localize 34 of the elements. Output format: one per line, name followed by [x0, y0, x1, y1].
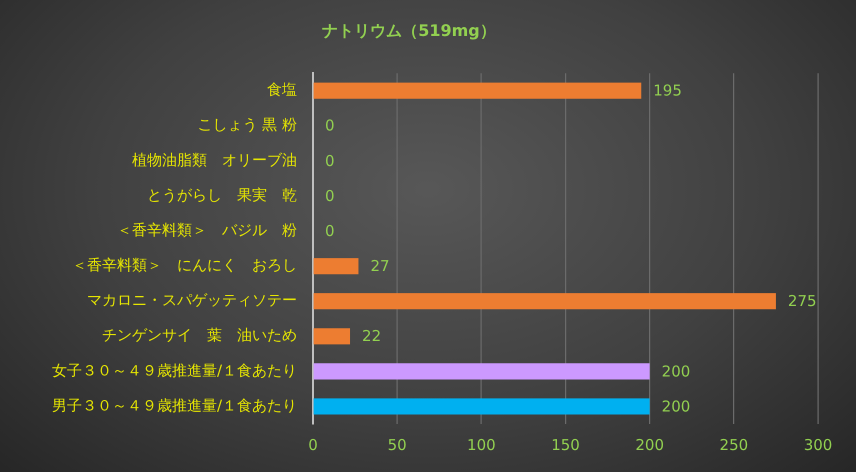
data-label: 27: [370, 257, 390, 276]
data-label: 0: [325, 152, 335, 170]
bar: [314, 82, 642, 99]
data-label: 0: [325, 116, 335, 135]
y-tick-label: 植物油脂類 オリーブ油: [132, 150, 297, 169]
bar: [314, 258, 358, 274]
x-tick-label: 200: [635, 436, 664, 454]
y-tick-label: とうがらし 果実 乾: [147, 186, 297, 204]
data-label: 195: [653, 82, 682, 100]
data-label: 0: [325, 186, 335, 205]
x-tick-label: 100: [467, 436, 496, 454]
y-tick-label: 男子３０～４９歳推進量/１食あたり: [52, 396, 297, 414]
x-tick-label: 50: [388, 436, 407, 454]
y-tick-label: マカロニ・スパゲッティソテー: [87, 291, 297, 310]
chart-title: ナトリウム（519mg）: [322, 20, 496, 40]
bar: [314, 363, 650, 380]
data-label: 200: [662, 362, 690, 380]
y-tick-label: ＜香辛料類＞ にんにく おろし: [72, 256, 297, 274]
data-label: 200: [662, 397, 690, 416]
x-tick-label: 0: [308, 436, 318, 454]
x-tick-label: 250: [720, 436, 748, 454]
data-label: 275: [788, 292, 817, 310]
y-tick-label: 食塩: [267, 80, 297, 99]
y-tick-label: ＜香辛料類＞ バジル 粉: [117, 220, 297, 239]
y-tick-label: 女子３０～４９歳推進量/１食あたり: [52, 361, 297, 380]
x-tick-label: 300: [804, 436, 832, 454]
y-tick-label: チンゲンサイ 葉 油いため: [102, 326, 297, 344]
x-tick-label: 150: [551, 436, 580, 454]
bar: [314, 293, 776, 310]
data-label: 22: [362, 327, 382, 346]
bar: [314, 398, 650, 415]
bar: [314, 328, 350, 344]
y-tick-label: こしょう 黒 粉: [197, 116, 297, 134]
data-label: 0: [325, 222, 335, 240]
